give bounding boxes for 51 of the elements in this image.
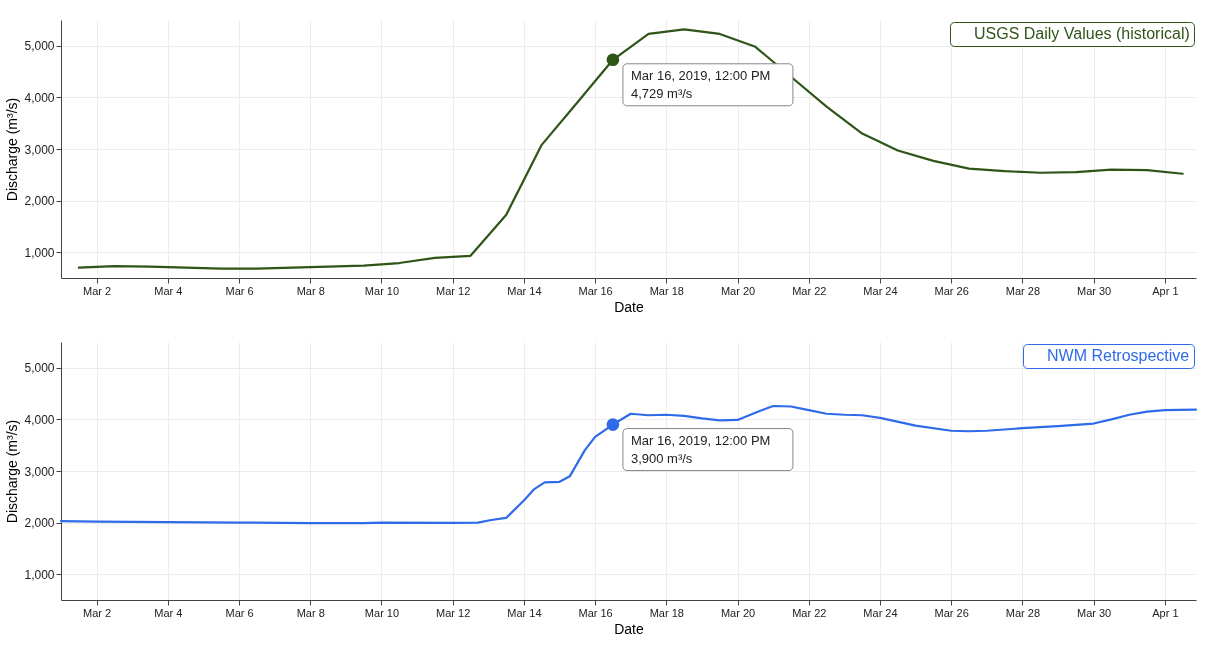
x-tick-label: Mar 20	[720, 284, 756, 297]
x-tick-label: Mar 14	[507, 606, 542, 619]
x-tick-label: Mar 6	[225, 606, 254, 619]
y-tick-label: 1,000	[24, 245, 55, 260]
x-tick-label: Mar 22	[792, 606, 827, 619]
text: USGS Daily Values (historical)	[974, 25, 1190, 42]
x-axis-title: Date	[614, 298, 644, 315]
text: NWM Retrospective	[1047, 347, 1190, 364]
x-tick-label: Mar 24	[863, 606, 898, 619]
x-axis-title: Date	[614, 620, 644, 637]
x-tick-label: Mar 28	[1005, 606, 1041, 619]
x-tick-label: Apr 1	[1152, 606, 1179, 619]
x-tick-label: Mar 28	[1005, 284, 1041, 297]
x-tick-label: Mar 16	[578, 606, 613, 619]
annotation: Mar 16, 2019, 12:00 PM 4,729 m³/s	[630, 67, 771, 101]
y-tick-label: 4,000	[24, 412, 55, 427]
x-tick-label: Mar 26	[934, 284, 969, 297]
y-tick-label: 3,000	[24, 464, 55, 479]
x-tick-label: Mar 20	[720, 606, 756, 619]
annotation: Mar 16, 2019, 12:00 PM 3,900 m³/s	[630, 432, 771, 466]
x-tick-label: Mar 8	[296, 284, 325, 297]
y-axis-title: Discharge (m³/s)	[4, 97, 21, 202]
x-tick-label: Mar 16	[578, 284, 613, 297]
x-tick-label: Mar 10	[364, 606, 400, 619]
x-tick-label: Mar 12	[436, 606, 471, 619]
x-tick-label: Mar 30	[1077, 284, 1112, 297]
x-tick-label: Mar 4	[154, 606, 183, 619]
x-tick-label: Mar 2	[83, 606, 112, 619]
x-tick-label: Mar 22	[792, 284, 827, 297]
y-tick-label: 1,000	[24, 567, 55, 582]
x-tick-label: Mar 18	[649, 606, 684, 619]
x-tick-label: Mar 12	[436, 284, 471, 297]
y-axis-title: Discharge (m³/s)	[4, 419, 21, 524]
y-tick-label: 2,000	[24, 194, 55, 209]
y-tick-label: 5,000	[24, 39, 55, 54]
x-tick-label: Mar 6	[225, 284, 254, 297]
x-tick-label: Apr 1	[1152, 284, 1179, 297]
x-tick-label: Mar 8	[296, 606, 325, 619]
x-tick-label: Mar 30	[1077, 606, 1112, 619]
y-tick-label: 3,000	[24, 142, 55, 157]
x-tick-label: Mar 10	[364, 284, 400, 297]
x-tick-label: Mar 18	[649, 284, 684, 297]
x-tick-label: Mar 2	[83, 284, 112, 297]
line-series	[59, 404, 1198, 525]
x-tick-label: Mar 24	[863, 284, 898, 297]
x-tick-label: Mar 26	[934, 606, 969, 619]
y-tick-label: 5,000	[24, 361, 55, 376]
y-tick-label: 4,000	[24, 90, 55, 105]
x-tick-label: Mar 4	[154, 284, 183, 297]
y-tick-label: 2,000	[24, 516, 55, 531]
x-tick-label: Mar 14	[507, 284, 542, 297]
